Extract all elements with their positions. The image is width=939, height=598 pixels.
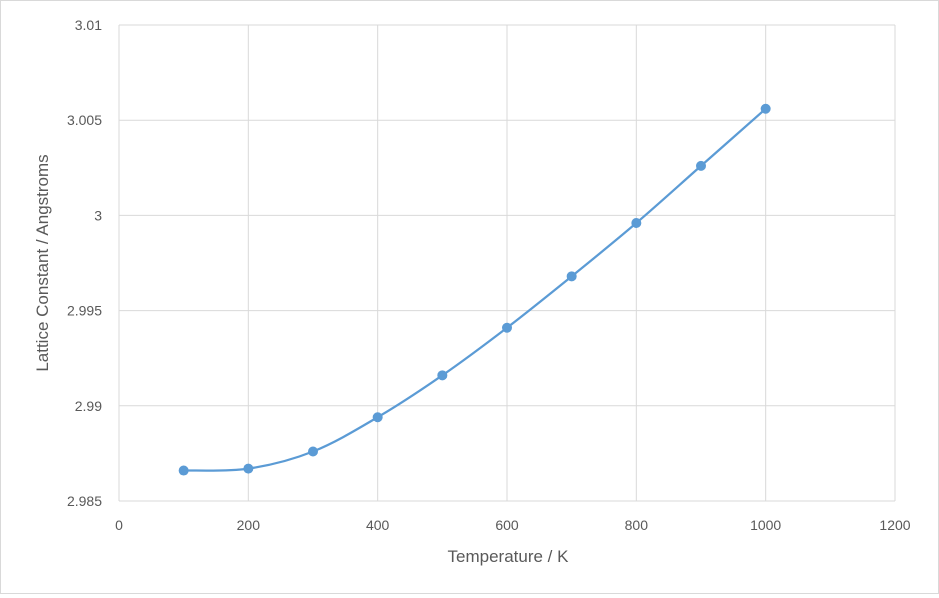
y-tick-label: 3.005 — [67, 112, 102, 128]
data-point — [308, 446, 318, 457]
data-point — [760, 103, 771, 114]
x-tick-labels: 0 200 400 600 800 1000 1200 — [115, 517, 911, 533]
y-tick-label: 3 — [94, 207, 102, 223]
x-tick-label: 1200 — [879, 517, 910, 533]
x-axis-title: Temperature / K — [448, 547, 570, 566]
y-tick-label: 2.985 — [67, 493, 102, 509]
y-tick-labels: 2.985 2.99 2.995 3 3.005 3.01 — [67, 17, 102, 509]
gridlines — [118, 24, 896, 502]
x-tick-label: 600 — [495, 517, 519, 533]
data-point — [502, 322, 512, 333]
y-tick-label: 2.99 — [75, 398, 102, 414]
y-axis-title: Lattice Constant / Angstroms — [33, 154, 52, 371]
series-group — [178, 103, 771, 476]
x-tick-label: 0 — [115, 517, 123, 533]
x-tick-label: 200 — [237, 517, 261, 533]
data-point — [631, 218, 642, 229]
x-tick-label: 800 — [625, 517, 649, 533]
data-point — [437, 370, 448, 381]
series-line — [183, 107, 767, 472]
x-tick-label: 400 — [366, 517, 390, 533]
data-point — [178, 465, 189, 476]
y-tick-label: 3.01 — [75, 17, 102, 33]
data-point — [372, 412, 383, 423]
data-point — [696, 160, 706, 171]
data-point — [243, 463, 254, 474]
x-tick-label: 1000 — [750, 517, 781, 533]
data-point — [566, 271, 577, 282]
y-tick-label: 2.995 — [67, 303, 102, 319]
